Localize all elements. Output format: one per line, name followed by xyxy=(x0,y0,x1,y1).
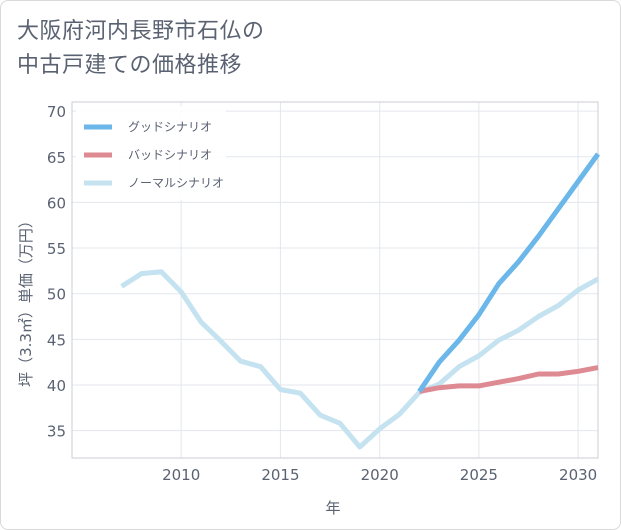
series-line-2 xyxy=(120,269,600,450)
series-line-1 xyxy=(418,365,599,394)
y-tick-label: 50 xyxy=(47,286,66,304)
y-tick-label: 55 xyxy=(47,240,66,258)
y-tick-label: 60 xyxy=(47,194,66,212)
y-axis-label: 坪（3.3㎡）単価（万円） xyxy=(17,213,35,387)
x-tick-label: 2020 xyxy=(361,466,399,484)
x-tick-label: 2030 xyxy=(559,466,597,484)
chart-title: 大阪府河内長野市石仏の 中古戸建ての価格推移 xyxy=(17,19,265,78)
tick-labels: 35 40 45 50 55 60 65 70 2010 2015 2020 2025 2030 xyxy=(47,103,597,484)
legend-label-1: バッドシナリオ xyxy=(128,148,212,162)
series-lines xyxy=(120,152,601,450)
y-tick-label: 70 xyxy=(47,103,66,121)
x-axis-label: 年 xyxy=(325,499,340,517)
y-tick-label: 35 xyxy=(47,423,66,441)
legend-label-2: ノーマルシナリオ xyxy=(128,176,224,190)
legend-label-0: グッドシナリオ xyxy=(128,120,212,134)
y-tick-label: 65 xyxy=(47,149,66,167)
y-tick-label: 45 xyxy=(47,331,66,349)
x-tick-label: 2015 xyxy=(261,466,299,484)
x-tick-label: 2025 xyxy=(460,466,498,484)
y-tick-label: 40 xyxy=(47,377,66,395)
x-tick-label: 2010 xyxy=(162,466,200,484)
series-line-0 xyxy=(417,152,601,393)
